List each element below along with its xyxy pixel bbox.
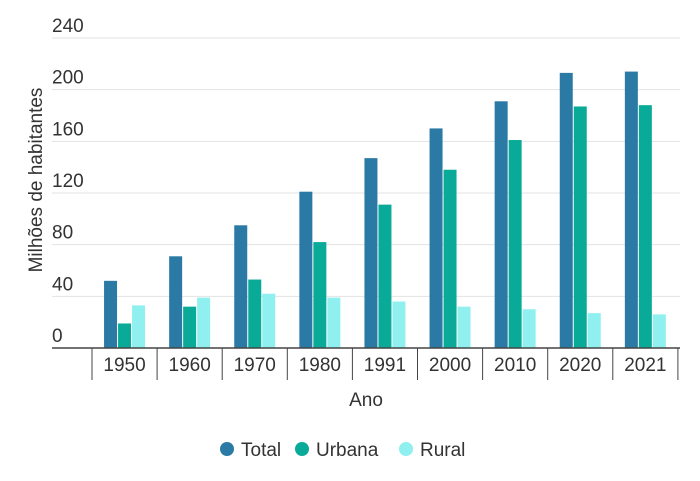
x-tick-label: 1980 <box>299 355 341 376</box>
x-axis: 1950 1960 1970 1980 1991 2000 2010 2020 2021 <box>52 347 680 380</box>
bar-urbana-1980 <box>313 242 327 348</box>
bar-rural-2000 <box>457 306 471 348</box>
x-tick-label: 2021 <box>624 355 666 376</box>
x-tick-label: 2010 <box>494 355 536 376</box>
x-tick-label: 1960 <box>169 355 211 376</box>
bar-rural-2021 <box>652 314 666 348</box>
y-tick-label: 160 <box>52 119 84 140</box>
x-tick-label: 1950 <box>103 355 145 376</box>
bar-rural-1991 <box>392 301 406 348</box>
y-axis-ticks: 0 40 80 120 160 200 240 <box>52 16 84 347</box>
bar-urbana-2020 <box>573 106 587 348</box>
bar-urbana-2010 <box>508 140 522 348</box>
bar-urbana-1950 <box>118 323 132 348</box>
legend: Total Urbana Rural <box>220 440 465 461</box>
bar-rural-1980 <box>327 297 341 348</box>
bar-total-1970 <box>234 225 248 348</box>
bar-urbana-2021 <box>638 105 652 349</box>
bar-total-2020 <box>559 72 573 348</box>
x-tick-label: 1970 <box>234 355 276 376</box>
x-axis-title: Ano <box>349 390 383 411</box>
bar-total-1950 <box>104 280 118 348</box>
x-tick-label: 1991 <box>364 355 406 376</box>
bar-rural-2010 <box>522 309 536 348</box>
legend-marker-urbana <box>295 442 309 456</box>
y-axis-title: Milhões de habitantes <box>26 88 47 273</box>
bar-rural-1970 <box>262 293 276 348</box>
bar-rural-1960 <box>197 297 211 348</box>
y-tick-label: 0 <box>52 326 63 347</box>
y-tick-label: 40 <box>52 274 73 295</box>
y-tick-label: 80 <box>52 223 73 244</box>
bar-total-1991 <box>364 158 378 348</box>
bar-total-1980 <box>299 191 313 348</box>
y-tick-label: 120 <box>52 171 84 192</box>
bar-total-2000 <box>429 128 443 348</box>
bar-urbana-1970 <box>248 279 262 348</box>
bar-total-2010 <box>494 101 508 349</box>
legend-marker-rural <box>399 442 413 456</box>
legend-label-urbana: Urbana <box>316 440 379 461</box>
y-tick-label: 240 <box>52 16 84 37</box>
bar-total-2021 <box>624 71 638 348</box>
bars <box>104 71 666 349</box>
bar-rural-1950 <box>132 305 146 348</box>
y-tick-label: 200 <box>52 68 84 89</box>
bar-urbana-1960 <box>183 306 197 348</box>
x-tick-label: 2000 <box>429 355 471 376</box>
legend-label-total: Total <box>241 440 281 461</box>
legend-label-rural: Rural <box>420 440 465 461</box>
bar-urbana-1991 <box>378 204 392 348</box>
bar-rural-2020 <box>587 313 601 348</box>
x-tick-label: 2020 <box>559 355 601 376</box>
legend-marker-total <box>220 442 234 456</box>
bar-total-1960 <box>169 256 183 348</box>
bar-urbana-2000 <box>443 169 457 348</box>
